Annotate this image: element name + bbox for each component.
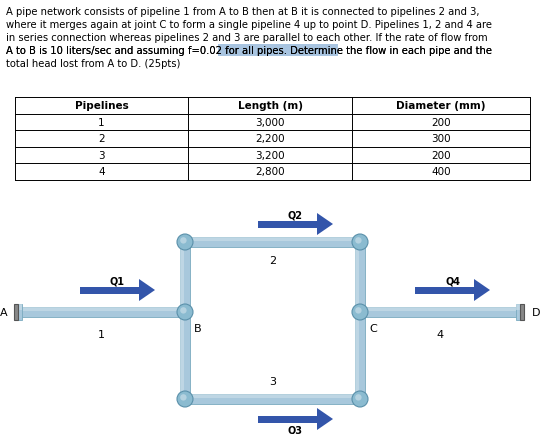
Text: where it merges again at joint C to form a single pipeline 4 up to point D. Pipe: where it merges again at joint C to form… bbox=[6, 20, 492, 30]
Polygon shape bbox=[317, 408, 333, 430]
Polygon shape bbox=[474, 279, 490, 301]
Text: Q4: Q4 bbox=[445, 276, 460, 286]
Bar bbox=[18, 307, 185, 311]
Text: 1: 1 bbox=[98, 118, 105, 128]
Bar bbox=[520, 304, 524, 320]
Text: 3: 3 bbox=[98, 151, 105, 161]
Bar bbox=[18, 304, 22, 310]
Text: 200: 200 bbox=[431, 151, 451, 161]
Bar bbox=[18, 307, 185, 317]
Text: 2: 2 bbox=[269, 256, 276, 265]
Text: 200: 200 bbox=[431, 118, 451, 128]
Circle shape bbox=[352, 234, 368, 250]
Text: 2: 2 bbox=[98, 134, 105, 144]
Circle shape bbox=[180, 238, 187, 244]
Text: in series connection whereas pipelines 2 and 3 are parallel to each other. If th: in series connection whereas pipelines 2… bbox=[6, 33, 487, 43]
Bar bbox=[14, 304, 18, 320]
Text: A pipe network consists of pipeline 1 from A to B then at B it is connected to p: A pipe network consists of pipeline 1 fr… bbox=[6, 7, 479, 17]
Text: 400: 400 bbox=[431, 167, 451, 177]
Text: 4: 4 bbox=[436, 329, 443, 339]
Bar bbox=[185, 394, 360, 398]
Text: B: B bbox=[194, 323, 202, 333]
Bar bbox=[415, 287, 474, 294]
Bar bbox=[355, 243, 365, 399]
Bar bbox=[258, 415, 317, 423]
Text: Length (m): Length (m) bbox=[238, 101, 302, 111]
Polygon shape bbox=[317, 214, 333, 236]
Text: Diameter (mm): Diameter (mm) bbox=[396, 101, 486, 111]
Bar bbox=[516, 304, 520, 320]
Circle shape bbox=[180, 308, 187, 314]
FancyBboxPatch shape bbox=[218, 45, 338, 57]
Text: 300: 300 bbox=[431, 134, 451, 144]
Circle shape bbox=[177, 391, 193, 407]
Text: Q2: Q2 bbox=[288, 210, 303, 220]
Text: A to B is 10 liters/sec and assuming f=0.02 for all pipes. Determine the flow in: A to B is 10 liters/sec and assuming f=0… bbox=[6, 46, 492, 56]
Text: Q3: Q3 bbox=[288, 425, 303, 434]
Text: A: A bbox=[1, 307, 8, 317]
Circle shape bbox=[177, 304, 193, 320]
Text: 1: 1 bbox=[98, 329, 105, 339]
Text: 2,200: 2,200 bbox=[255, 134, 285, 144]
Text: 3,000: 3,000 bbox=[255, 118, 285, 128]
Bar bbox=[360, 307, 520, 317]
Circle shape bbox=[352, 391, 368, 407]
Bar bbox=[80, 287, 139, 294]
Circle shape bbox=[355, 308, 362, 314]
Circle shape bbox=[177, 234, 193, 250]
Text: total head lost from A to D. (25pts): total head lost from A to D. (25pts) bbox=[6, 59, 181, 69]
Bar bbox=[360, 307, 520, 311]
Circle shape bbox=[355, 395, 362, 401]
Bar bbox=[185, 394, 360, 404]
Text: D: D bbox=[532, 307, 541, 317]
Bar bbox=[18, 304, 22, 320]
Bar bbox=[355, 243, 358, 399]
Circle shape bbox=[180, 395, 187, 401]
Bar bbox=[180, 243, 183, 399]
Bar bbox=[516, 304, 520, 310]
Text: Pipelines: Pipelines bbox=[75, 101, 128, 111]
Text: C: C bbox=[369, 323, 377, 333]
Bar bbox=[185, 237, 360, 241]
Text: A to B is 10 liters/sec and assuming f=0.02 for all pipes. Determine the flow in: A to B is 10 liters/sec and assuming f=0… bbox=[6, 46, 492, 56]
Bar bbox=[180, 243, 190, 399]
Bar bbox=[185, 237, 360, 247]
Text: 3,200: 3,200 bbox=[255, 151, 285, 161]
Text: 3: 3 bbox=[269, 376, 276, 386]
Circle shape bbox=[355, 238, 362, 244]
Bar bbox=[258, 221, 317, 228]
Text: Q1: Q1 bbox=[110, 276, 125, 286]
Text: 4: 4 bbox=[98, 167, 105, 177]
Circle shape bbox=[352, 304, 368, 320]
Polygon shape bbox=[139, 279, 155, 301]
Text: 2,800: 2,800 bbox=[255, 167, 285, 177]
